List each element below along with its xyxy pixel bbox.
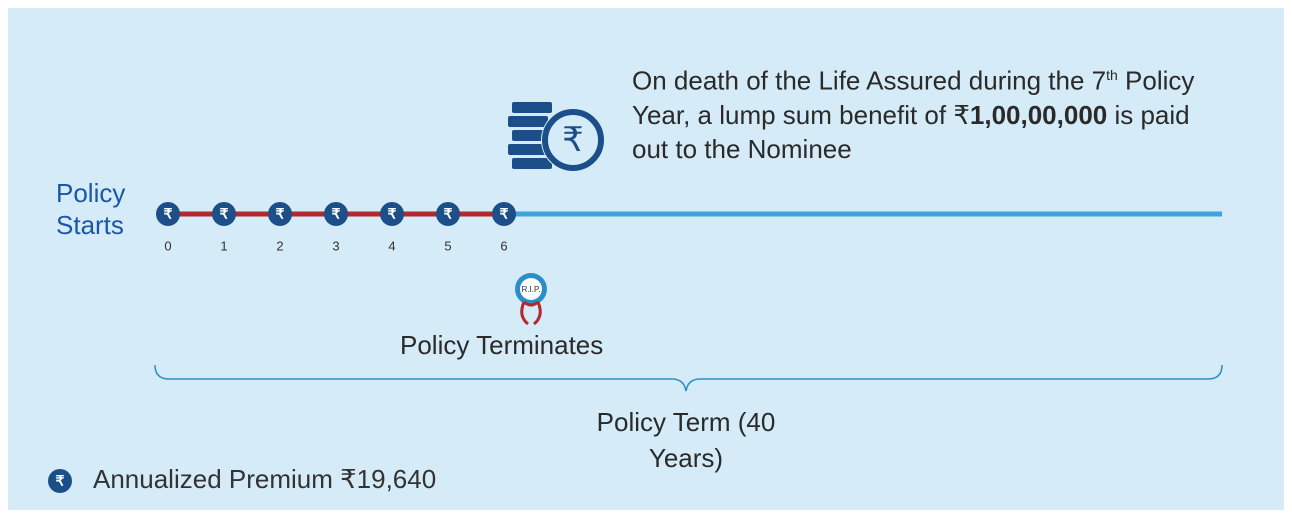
body: ₹ ₹0₹1₹2₹3₹4₹5₹6 R.I.P. ₹ Policy Starts … — [0, 0, 1292, 519]
coin-symbol: ₹ — [562, 121, 584, 159]
marker-symbol: ₹ — [444, 206, 453, 222]
coin-icon — [508, 102, 605, 172]
wreath-icon — [515, 273, 547, 324]
text: On death of the Life Assured during the — [632, 66, 1092, 96]
premium-markers: ₹0 ₹1 ₹2 ₹3 ₹4 ₹5 ₹6 — [156, 202, 516, 253]
page: {"timeline": {"start_label": ["Policy", … — [0, 0, 1292, 519]
currency: ₹ — [953, 100, 970, 130]
term-label: Policy Term (40 Years) — [566, 404, 806, 476]
year-label: 5 — [444, 238, 451, 253]
year-label: 1 — [220, 238, 227, 253]
marker-symbol: ₹ — [220, 206, 229, 222]
legend-symbol: ₹ — [56, 473, 65, 489]
text: 7 — [1092, 66, 1106, 96]
year-label: 2 — [276, 238, 283, 253]
year-label: 3 — [332, 238, 339, 253]
start-line: Policy — [56, 177, 125, 209]
marker-symbol: ₹ — [164, 206, 173, 222]
superscript: th — [1106, 67, 1118, 83]
legend-label: Annualized Premium ₹19,640 — [93, 464, 436, 495]
year-label: 0 — [164, 238, 171, 253]
termination-label: Policy Terminates — [400, 330, 660, 361]
amount: 1,00,00,000 — [970, 100, 1107, 130]
start-line: Starts — [56, 209, 125, 241]
year-label: 6 — [500, 238, 507, 253]
benefit-text: On death of the Life Assured during the … — [632, 58, 1207, 166]
marker-symbol: ₹ — [500, 206, 509, 222]
marker-symbol: ₹ — [276, 206, 285, 222]
marker-symbol: ₹ — [332, 206, 341, 222]
year-label: 4 — [388, 238, 395, 253]
term-brace — [155, 365, 1222, 391]
start-label: Policy Starts — [56, 177, 125, 241]
marker-symbol: ₹ — [388, 206, 397, 222]
rip-badge: R.I.P. — [522, 285, 541, 294]
